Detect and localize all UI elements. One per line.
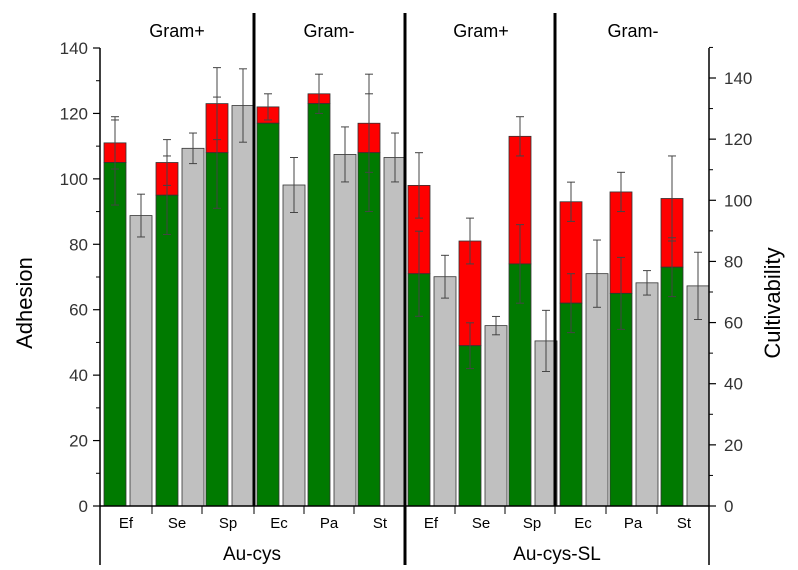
gram-label-2: Gram+: [453, 21, 509, 41]
bar-gray-3: [282, 184, 306, 507]
category-label-10: Pa: [624, 515, 643, 532]
bar-gray-9: [585, 273, 609, 507]
bar-gray-1: [181, 147, 205, 507]
bar-green-7: [458, 345, 482, 507]
left-axis-title: Adhesion: [12, 257, 37, 349]
left-tick-label-20: 20: [69, 432, 88, 451]
err-red-8: [516, 116, 524, 157]
err-gray-1: [189, 132, 197, 165]
labels-layer: Ef Se Sp Ec Pa St Ef Se Sp Ec Pa St Au-cys Au-cys-SL G…: [99, 13, 710, 565]
category-label-9: Ec: [574, 515, 592, 532]
err-gray-3: [290, 156, 298, 214]
err-red-4: [315, 73, 323, 114]
left-tick-label-40: 40: [69, 366, 88, 385]
category-label-2: Sp: [219, 515, 237, 532]
category-label-7: Se: [472, 515, 490, 532]
right-tick-label-60: 60: [724, 314, 743, 333]
bar-gray-2: [231, 105, 255, 507]
err-red-9: [567, 181, 575, 222]
bar-gray-5: [383, 157, 407, 507]
bar-green-9: [559, 302, 583, 507]
right-tick-label-100: 100: [724, 191, 752, 210]
right-axis: 0 20 40 60 80 100 120 140 Cultivability: [708, 46, 785, 516]
category-label-0: Ef: [119, 515, 134, 532]
group-label-1: Au-cys-SL: [513, 544, 601, 565]
err-gray-0: [137, 193, 145, 238]
category-label-3: Ec: [270, 515, 288, 532]
left-tick-label-120: 120: [60, 104, 88, 123]
left-tick-label-0: 0: [79, 497, 88, 516]
left-tick-label-80: 80: [69, 235, 88, 254]
category-label-1: Se: [168, 515, 186, 532]
bars-layer: [103, 67, 710, 507]
err-red-3: [264, 93, 272, 121]
category-label-8: Sp: [523, 515, 541, 532]
bar-green-11: [660, 266, 684, 507]
right-axis-title: Cultivability: [760, 247, 785, 358]
bar-gray-0: [129, 215, 153, 507]
category-label-6: Ef: [424, 515, 439, 532]
right-tick-label-20: 20: [724, 436, 743, 455]
bar-gray-6: [433, 276, 457, 507]
err-green-0: [111, 119, 119, 206]
err-red-7: [466, 217, 474, 265]
err-green-9: [567, 273, 575, 334]
err-green-6: [415, 230, 423, 317]
right-tick-label-120: 120: [724, 130, 752, 149]
err-gray-11: [694, 251, 702, 321]
left-tick-label-140: 140: [60, 39, 88, 58]
group-label-0: Au-cys: [223, 544, 281, 565]
gram-label-1: Gram-: [304, 21, 355, 41]
gram-label-3: Gram-: [608, 21, 659, 41]
err-gray-2: [239, 68, 247, 143]
err-green-2: [213, 96, 221, 209]
bar-green-1: [155, 194, 179, 507]
right-tick-label-80: 80: [724, 252, 743, 271]
err-red-6: [415, 152, 423, 219]
err-green-10: [617, 256, 625, 330]
err-gray-8: [542, 309, 550, 372]
gram-label-0: Gram+: [149, 21, 205, 41]
bar-green-4: [307, 103, 331, 507]
bar-gray-4: [333, 154, 357, 507]
right-tick-label-40: 40: [724, 375, 743, 394]
bar-green-3: [256, 122, 280, 507]
bar-gray-7: [484, 325, 508, 507]
err-gray-9: [593, 239, 601, 308]
left-tick-label-100: 100: [60, 170, 88, 189]
bar-green-0: [103, 162, 127, 507]
category-label-4: Pa: [320, 515, 339, 532]
err-gray-7: [492, 315, 500, 336]
left-tick-label-60: 60: [69, 301, 88, 320]
err-green-7: [466, 322, 474, 370]
category-label-11: St: [677, 515, 692, 532]
bar-gray-10: [635, 282, 659, 507]
err-gray-5: [391, 132, 399, 183]
err-green-1: [163, 155, 171, 235]
err-green-8: [516, 224, 524, 304]
category-label-5: St: [373, 515, 388, 532]
err-green-5: [365, 93, 373, 213]
right-tick-label-0: 0: [724, 497, 733, 516]
right-tick-label-140: 140: [724, 69, 752, 88]
err-red-10: [617, 171, 625, 213]
err-gray-10: [643, 270, 651, 296]
left-axis: 0 20 40 60 80 100 120 140 Adhesion: [12, 39, 101, 516]
err-gray-6: [441, 254, 449, 299]
err-green-11: [668, 237, 676, 298]
err-gray-4: [341, 126, 349, 183]
